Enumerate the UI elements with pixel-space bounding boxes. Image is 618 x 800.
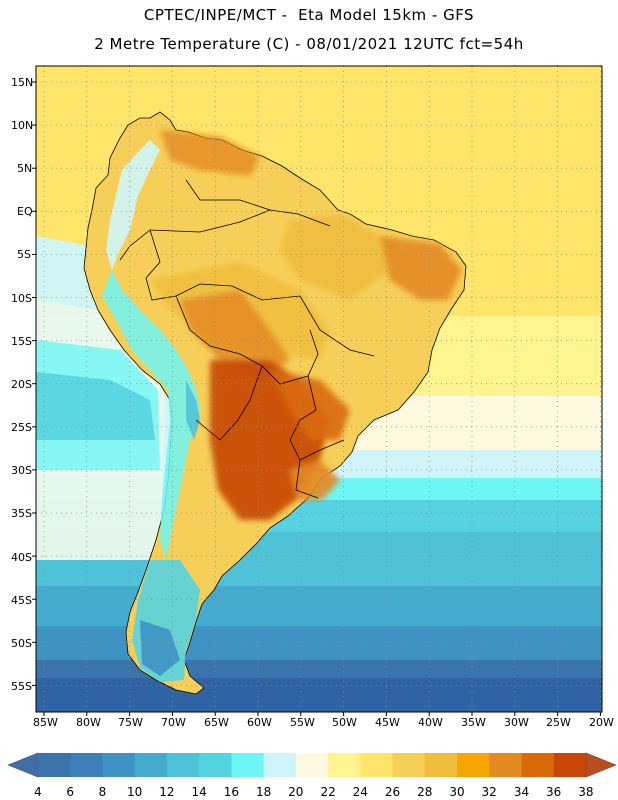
colorbar-labels: 4 6 8 10 12 14 16 18 20 22 24 26 28 30 3…: [34, 785, 593, 799]
colorbar-label: 4: [34, 785, 42, 799]
longitude-axis: 85W 80W 75W 70W 65W 60W 55W 50W 45W 40W …: [33, 716, 614, 729]
lat-label: 10S: [11, 292, 32, 305]
lat-label: 25S: [11, 421, 32, 434]
country-borders: [119, 179, 375, 499]
lon-label: 45W: [375, 716, 400, 729]
colorbar-label: 8: [99, 785, 107, 799]
colorbar-label: 34: [514, 785, 529, 799]
map-title-line2: 2 Metre Temperature (C) - 08/01/2021 12U…: [94, 35, 524, 53]
colorbar-label: 18: [256, 785, 271, 799]
colorbar-cell: [553, 753, 587, 777]
map-field: [36, 66, 602, 712]
colorbar-cell: [457, 753, 490, 777]
colorbar-label: 28: [417, 785, 432, 799]
lat-label: EQ: [17, 205, 33, 218]
colorbar-label: 26: [385, 785, 400, 799]
pacific-cold-tongue: [36, 372, 155, 440]
lat-label: 15S: [11, 335, 32, 348]
colorbar-cell: [263, 753, 297, 777]
colorbar-label: 22: [320, 785, 335, 799]
lon-label: 35W: [461, 716, 486, 729]
lat-label: 5N: [17, 162, 32, 175]
andes-cold-ridge: [102, 270, 200, 560]
lon-label: 25W: [546, 716, 571, 729]
lon-label: 55W: [290, 716, 315, 729]
lon-label: 80W: [76, 716, 101, 729]
lat-label: 5S: [17, 248, 31, 261]
lon-label: 40W: [418, 716, 443, 729]
lat-label: 45S: [11, 594, 32, 607]
colorbar-label: 36: [546, 785, 561, 799]
colorbar-cell: [134, 753, 168, 777]
colorbar-label: 24: [353, 785, 368, 799]
colorbar-cell: [38, 753, 71, 777]
colorbar-label: 12: [159, 785, 174, 799]
andes-cold-ridge: [106, 140, 160, 270]
colorbar-low-triangle: [7, 752, 39, 778]
lat-label: 20S: [11, 378, 32, 391]
colorbar-cell: [392, 753, 426, 777]
colorbar-label: 20: [288, 785, 303, 799]
map-frame-ticks: [32, 81, 601, 716]
map-frame: [35, 65, 603, 713]
colorbar-high-triangle: [585, 752, 617, 778]
colorbar-cell: [199, 753, 232, 777]
lat-label: 55S: [11, 680, 32, 693]
lon-label: 75W: [118, 716, 143, 729]
colorbar-cell: [424, 753, 458, 777]
colorbar-cell: [295, 753, 329, 777]
colorbar-label: 32: [482, 785, 497, 799]
colorbar-cell: [489, 753, 523, 777]
colorbar-cell: [231, 753, 265, 777]
colorbar-cell: [166, 753, 200, 777]
lat-label: 15N: [11, 76, 33, 89]
colorbar-label: 6: [66, 785, 74, 799]
colorbar-label: 16: [224, 785, 239, 799]
colorbar-label: 30: [449, 785, 464, 799]
lat-label: 35S: [11, 507, 32, 520]
patagonia-cold: [140, 620, 180, 676]
colorbar-label: 14: [192, 785, 207, 799]
colorbar-cell: [70, 753, 103, 777]
colorbar-cell: [360, 753, 394, 777]
lon-label: 85W: [33, 716, 58, 729]
lon-label: 65W: [204, 716, 229, 729]
latitude-axis: 15N 10N 5N EQ 5S 10S 15S 20S 25S 30S 35S…: [11, 76, 33, 693]
lat-label: 10N: [11, 119, 33, 132]
lon-label: 30W: [504, 716, 529, 729]
colorbar-label: 38: [578, 785, 593, 799]
lat-label: 50S: [11, 637, 32, 650]
temperature-colorbar: [7, 752, 617, 778]
colorbar-cell: [328, 753, 361, 777]
lon-label: 70W: [161, 716, 186, 729]
colorbar-cell: [102, 753, 136, 777]
andes-cold-ridge: [186, 380, 200, 440]
lon-label: 20W: [589, 716, 614, 729]
lon-label: 60W: [247, 716, 272, 729]
colorbar-cell: [521, 753, 555, 777]
lat-label: 40S: [11, 551, 32, 564]
lon-label: 50W: [332, 716, 357, 729]
land-heat: [150, 130, 462, 520]
lat-label: 30S: [11, 464, 32, 477]
colorbar-label: 10: [127, 785, 142, 799]
map-title-line1: CPTEC/INPE/MCT - Eta Model 15km - GFS: [143, 6, 475, 24]
